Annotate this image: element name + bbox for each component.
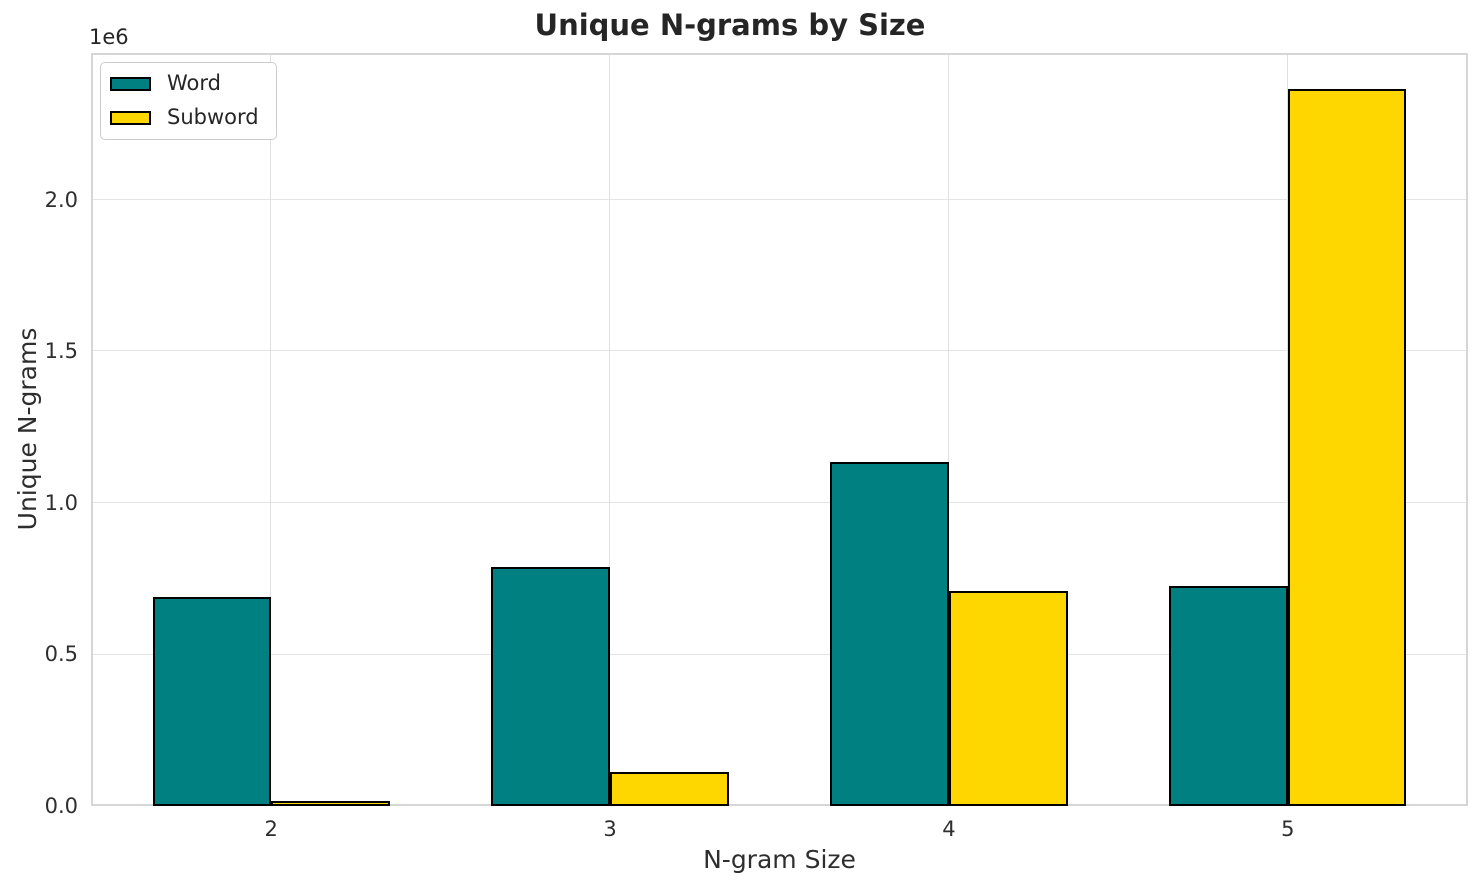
x-tick-label: 4	[942, 817, 956, 841]
x-gridline	[270, 53, 272, 806]
x-gridline	[1287, 53, 1289, 806]
bar-subword-3	[610, 772, 729, 806]
y-tick-label: 0.5	[44, 642, 78, 667]
y-axis-label: Unique N-grams	[13, 327, 42, 531]
legend-label: Word	[167, 71, 221, 95]
y-gridline	[91, 350, 1468, 352]
x-tick-label: 3	[603, 817, 617, 841]
bar-subword-5	[1287, 88, 1407, 806]
y-tick-label: 0.0	[44, 794, 78, 818]
x-tick-label: 5	[1281, 817, 1295, 841]
bar-subword-4	[948, 591, 1068, 806]
y-tick-label: 1.0	[44, 490, 78, 515]
legend-swatch-word	[110, 76, 151, 91]
y-gridline	[91, 198, 1468, 200]
y-tick-label: 2.0	[44, 187, 78, 212]
legend-item-word: Word	[110, 73, 259, 94]
y-tick-label: 1.5	[44, 339, 78, 364]
legend-label: Subword	[167, 105, 259, 129]
bar-word-5	[1169, 586, 1288, 806]
y-gridline	[91, 653, 1468, 655]
x-tick-label: 2	[264, 817, 278, 841]
bar-word-3	[491, 567, 611, 806]
bar-subword-2	[271, 801, 390, 806]
legend-swatch-subword	[110, 110, 151, 125]
bar-word-4	[830, 462, 949, 806]
y-axis-offset-label: 1e6	[89, 25, 129, 49]
x-axis-label: N-gram Size	[703, 845, 856, 874]
plot-area: Word Subword	[91, 53, 1468, 806]
bar-word-2	[152, 596, 272, 806]
x-gridline	[948, 53, 950, 806]
legend-item-subword: Subword	[110, 107, 259, 128]
y-gridline	[91, 502, 1468, 504]
legend: Word Subword	[100, 62, 277, 140]
x-gridline	[609, 53, 611, 806]
chart-title: Unique N-grams by Size	[534, 8, 926, 42]
